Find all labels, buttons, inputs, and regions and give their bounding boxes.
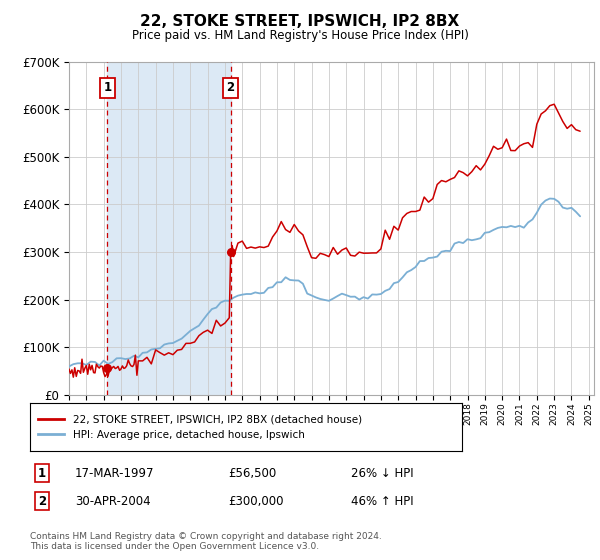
- Text: 30-APR-2004: 30-APR-2004: [75, 494, 151, 508]
- Text: 2: 2: [38, 494, 46, 508]
- Text: Price paid vs. HM Land Registry's House Price Index (HPI): Price paid vs. HM Land Registry's House …: [131, 29, 469, 42]
- Text: £56,500: £56,500: [228, 466, 276, 480]
- Text: 26% ↓ HPI: 26% ↓ HPI: [351, 466, 413, 480]
- Text: 1: 1: [103, 81, 112, 94]
- Text: Contains HM Land Registry data © Crown copyright and database right 2024.
This d: Contains HM Land Registry data © Crown c…: [30, 532, 382, 551]
- Text: 46% ↑ HPI: 46% ↑ HPI: [351, 494, 413, 508]
- Text: 17-MAR-1997: 17-MAR-1997: [75, 466, 155, 480]
- Bar: [107, 62, 230, 395]
- Text: 2: 2: [227, 81, 235, 94]
- Text: 22, STOKE STREET, IPSWICH, IP2 8BX: 22, STOKE STREET, IPSWICH, IP2 8BX: [140, 14, 460, 29]
- Text: 1: 1: [38, 466, 46, 480]
- Legend: 22, STOKE STREET, IPSWICH, IP2 8BX (detached house), HPI: Average price, detache: 22, STOKE STREET, IPSWICH, IP2 8BX (deta…: [34, 410, 366, 444]
- Text: £300,000: £300,000: [228, 494, 284, 508]
